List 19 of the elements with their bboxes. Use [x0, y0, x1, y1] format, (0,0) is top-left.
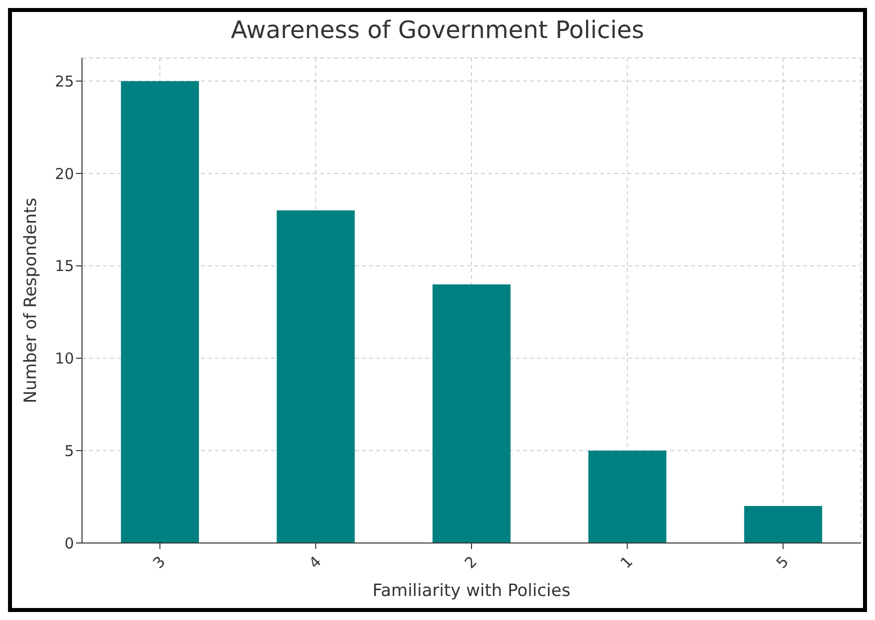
bar — [120, 81, 199, 543]
bar — [432, 284, 511, 543]
x-axis-title: Familiarity with Policies — [372, 581, 571, 601]
y-axis-title: Number of Respondents — [21, 198, 42, 404]
bar — [744, 506, 822, 543]
x-tick-label: 2 — [461, 552, 481, 572]
x-tick-label: 1 — [616, 552, 636, 572]
y-tick-label: 20 — [54, 164, 74, 183]
bar — [588, 450, 666, 543]
x-tick-label: 3 — [150, 552, 170, 572]
y-tick-label: 15 — [54, 257, 74, 276]
bar — [276, 210, 355, 543]
x-tick-label: 4 — [305, 552, 325, 572]
chart-title: Awareness of Government Policies — [230, 15, 646, 46]
x-tick-label: 5 — [772, 552, 792, 572]
y-tick-label: 10 — [54, 350, 74, 368]
y-tick-label: 0 — [64, 534, 74, 552]
y-tick-label: 25 — [54, 72, 74, 90]
y-tick-label: 5 — [64, 442, 74, 460]
